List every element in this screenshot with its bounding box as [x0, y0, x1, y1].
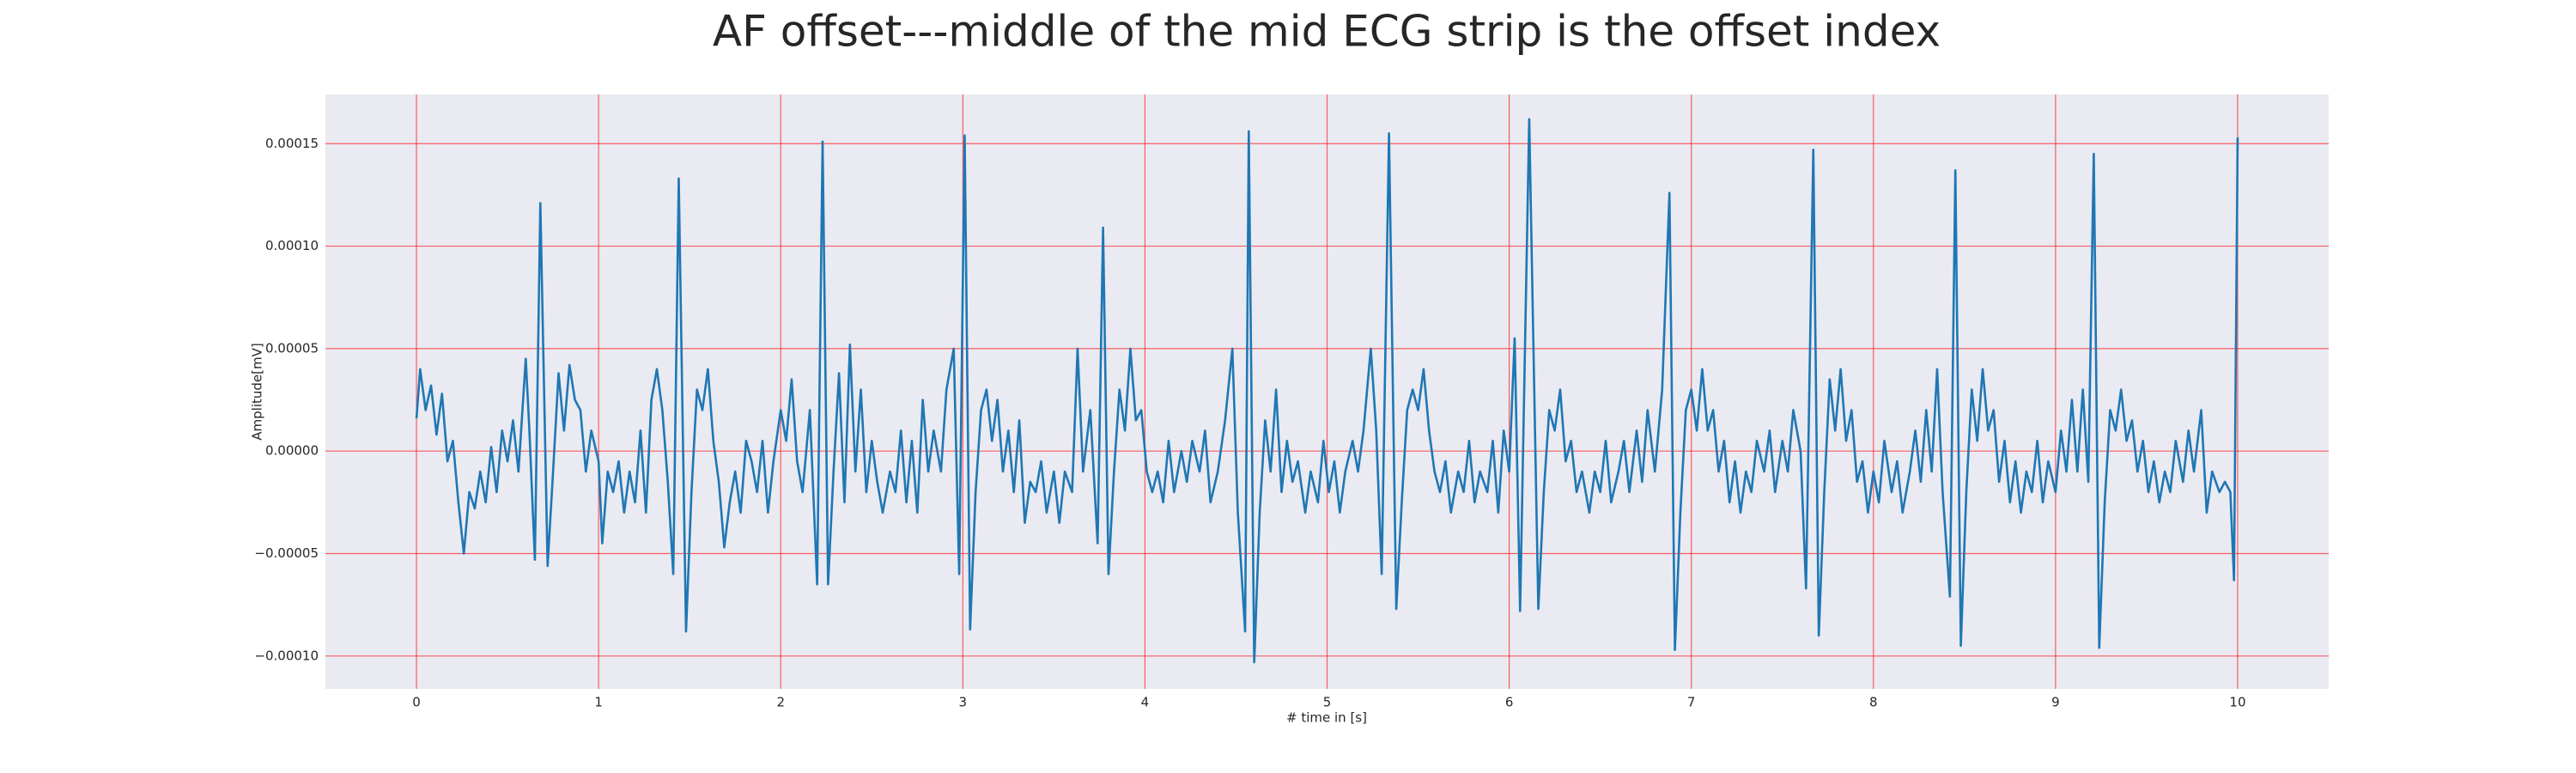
x-tick-label: 4 [1141, 695, 1150, 710]
x-tick-label: 7 [1687, 695, 1696, 710]
y-tick-label: 0.00000 [265, 443, 319, 459]
x-tick-label: 10 [2229, 695, 2245, 710]
y-tick-label: 0.00005 [265, 340, 319, 356]
chart-title: AF offset---middle of the mid ECG strip … [713, 7, 1941, 57]
x-tick-label: 1 [594, 695, 603, 710]
x-tick-label: 3 [959, 695, 968, 710]
ecg-line [415, 118, 2239, 664]
y-tick-label: −0.00005 [254, 545, 319, 561]
x-tick-label: 6 [1505, 695, 1514, 710]
y-axis-label: Amplitude[mV] [250, 343, 265, 440]
x-tick-label: 9 [2051, 695, 2060, 710]
x-tick-label: 2 [776, 695, 785, 710]
y-tick-label: −0.00010 [254, 648, 319, 663]
y-tick-label: 0.00010 [265, 238, 319, 253]
x-tick-label: 0 [412, 695, 421, 710]
x-axis-label: # time in [s] [1286, 710, 1367, 726]
y-tick-label: 0.00015 [265, 136, 319, 151]
x-tick-label: 8 [1869, 695, 1878, 710]
x-tick-label: 5 [1323, 695, 1332, 710]
